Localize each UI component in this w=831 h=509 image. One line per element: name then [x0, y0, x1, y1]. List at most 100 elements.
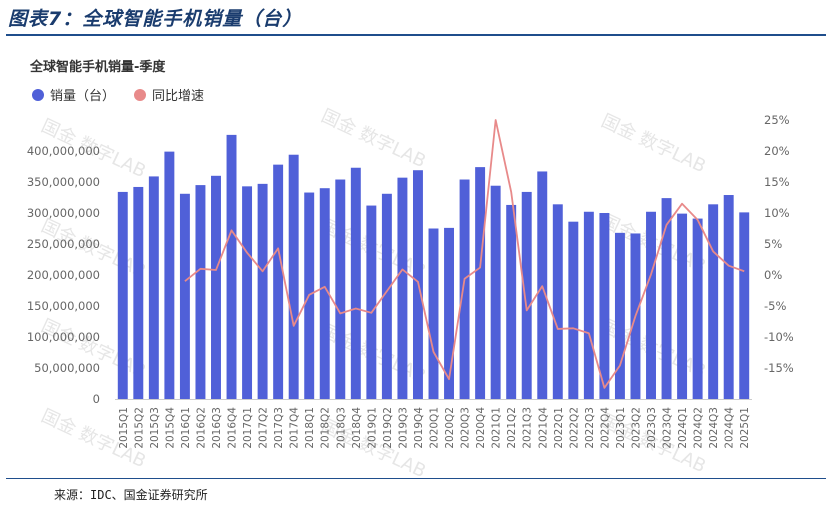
- bar: [257, 183, 268, 399]
- bar: [723, 195, 734, 399]
- legend-bar-swatch: [32, 89, 44, 101]
- y-right-tick-label: -10%: [764, 330, 794, 344]
- y-left-tick-label: 200,000,000: [27, 268, 100, 282]
- x-tick-label: 2018Q1: [304, 407, 316, 449]
- bar: [677, 213, 688, 399]
- x-tick-label: 2023Q3: [646, 407, 658, 449]
- x-tick-label: 2020Q1: [429, 407, 441, 449]
- bar: [242, 186, 253, 399]
- watermark-text: 国金 数字LAB: [318, 105, 429, 172]
- bar: [288, 154, 299, 399]
- x-tick-label: 2024Q2: [693, 407, 705, 449]
- y-right-tick-label: 5%: [764, 237, 782, 251]
- y-left-tick-label: 350,000,000: [27, 175, 100, 189]
- x-tick-label: 2019Q1: [366, 407, 378, 449]
- bar: [568, 221, 579, 399]
- y-right-tick-label: 10%: [764, 206, 790, 220]
- x-axis: 2015Q1 2015Q2 2015Q3 2015Q4 2016Q1 2016Q2 2016…: [118, 407, 751, 449]
- y-left-tick-label: 150,000,000: [27, 299, 100, 313]
- x-tick-label: 2018Q4: [351, 407, 363, 449]
- y-right-tick-label: 20%: [764, 144, 790, 158]
- y-right-tick-label: 25%: [764, 113, 790, 127]
- x-tick-label: 2020Q2: [444, 407, 456, 449]
- x-tick-label: 2023Q2: [630, 407, 642, 449]
- bar: [583, 211, 594, 399]
- y-right-tick-label: -5%: [764, 299, 786, 313]
- bar: [273, 164, 284, 399]
- bar: [133, 186, 144, 399]
- source-note: 来源：IDC、国金证券研究所: [54, 488, 208, 502]
- x-tick-label: 2021Q1: [491, 407, 503, 449]
- legend-bar-label: 销量（台）: [50, 89, 115, 104]
- legend-line-swatch: [134, 89, 146, 101]
- growth-line: [184, 119, 745, 389]
- y-axis-right: -15% -10% -5% 0% 5% 10% 15% 20% 25%: [764, 113, 794, 375]
- growth-line-path: [184, 119, 745, 389]
- bar: [661, 198, 672, 399]
- x-tick-label: 2021Q2: [506, 407, 518, 449]
- x-tick-label: 2023Q4: [662, 407, 674, 449]
- bar: [179, 193, 190, 399]
- bars: [115, 134, 752, 400]
- bar: [350, 167, 361, 399]
- bar: [148, 176, 159, 399]
- bar: [164, 151, 175, 399]
- bar: [366, 205, 377, 399]
- bar: [381, 193, 392, 399]
- bar: [521, 191, 532, 399]
- y-right-tick-label: 15%: [764, 175, 790, 189]
- watermark-text: 国金 数字LAB: [598, 110, 709, 177]
- y-left-tick-label: 100,000,000: [27, 330, 100, 344]
- bar: [117, 191, 128, 399]
- x-tick-label: 2015Q1: [118, 407, 130, 449]
- bar: [490, 185, 501, 399]
- bar: [226, 134, 237, 399]
- bottom-divider: [6, 478, 826, 479]
- y-left-tick-label: 250,000,000: [27, 237, 100, 251]
- x-tick-label: 2015Q3: [149, 407, 161, 449]
- x-tick-label: 2020Q4: [475, 407, 487, 449]
- bar: [428, 228, 439, 399]
- x-tick-label: 2016Q4: [227, 407, 239, 449]
- chart-title: 全球智能手机销量-季度: [29, 59, 166, 75]
- y-axis-left: 0 50,000,000 100,000,000 150,000,000 200,000…: [27, 144, 100, 406]
- x-tick-label: 2024Q4: [724, 407, 736, 449]
- x-tick-label: 2021Q4: [537, 407, 549, 449]
- x-tick-label: 2022Q4: [599, 407, 611, 449]
- bar: [459, 179, 470, 399]
- x-tick-label: 2019Q4: [413, 407, 425, 449]
- x-tick-label: 2024Q3: [708, 407, 720, 449]
- bar: [692, 218, 703, 399]
- y-left-tick-label: 0: [93, 392, 100, 406]
- x-tick-label: 2022Q3: [584, 407, 596, 449]
- x-tick-label: 2016Q1: [180, 407, 192, 449]
- x-tick-label: 2018Q2: [320, 407, 332, 449]
- bar: [397, 177, 408, 399]
- x-tick-label: 2024Q1: [677, 407, 689, 449]
- x-tick-label: 2017Q1: [242, 407, 254, 449]
- x-tick-label: 2023Q1: [615, 407, 627, 449]
- x-tick-label: 2016Q2: [195, 407, 207, 449]
- bar: [211, 175, 221, 399]
- y-left-tick-label: 50,000,000: [34, 361, 100, 375]
- bar: [552, 204, 563, 399]
- x-tick-label: 2019Q2: [382, 407, 394, 449]
- x-tick-label: 2017Q4: [289, 407, 301, 449]
- bar: [506, 204, 517, 399]
- x-tick-label: 2016Q3: [211, 407, 223, 449]
- bar: [475, 167, 486, 399]
- bar: [599, 213, 610, 399]
- x-tick-label: 2015Q4: [164, 407, 176, 449]
- bar: [319, 188, 330, 399]
- y-left-tick-label: 400,000,000: [27, 144, 100, 158]
- x-tick-label: 2019Q3: [397, 407, 409, 449]
- bar: [646, 211, 656, 399]
- legend-line-label: 同比增速: [152, 89, 204, 104]
- x-tick-label: 2021Q3: [522, 407, 534, 449]
- bar: [614, 232, 625, 399]
- x-tick-label: 2020Q3: [460, 407, 472, 449]
- y-right-tick-label: -15%: [764, 361, 794, 375]
- x-tick-label: 2025Q1: [739, 407, 751, 449]
- x-tick-label: 2017Q2: [258, 407, 270, 449]
